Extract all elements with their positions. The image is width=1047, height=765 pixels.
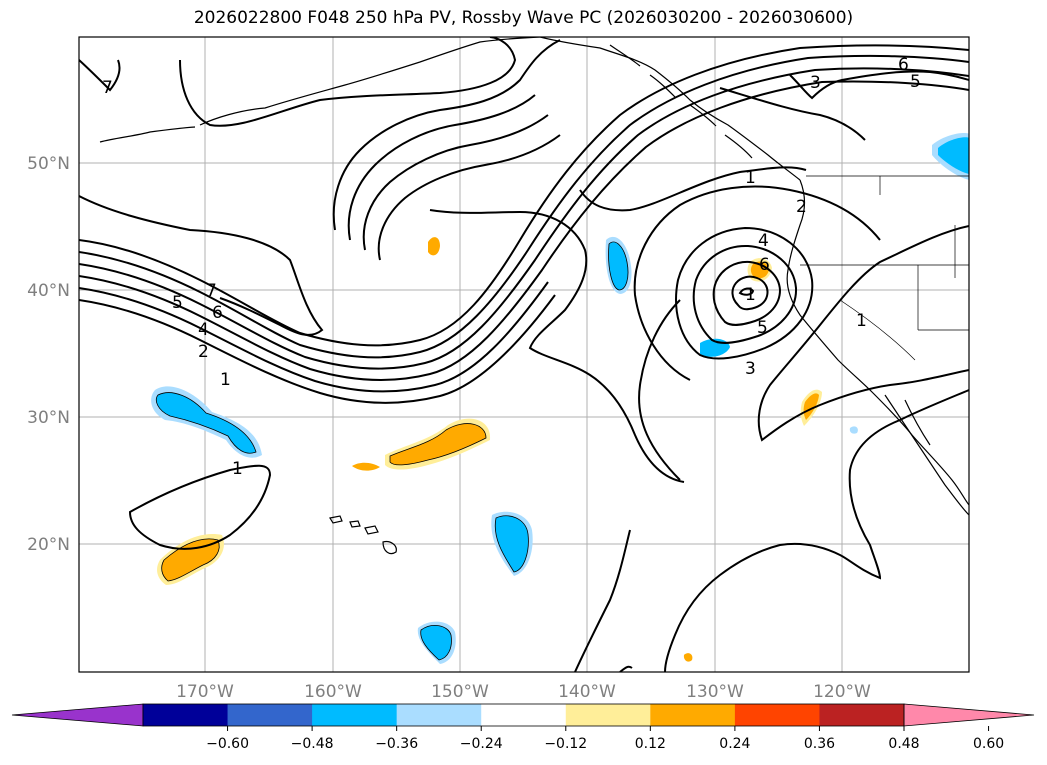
- colorbar-tick-label: −0.48: [291, 736, 334, 752]
- lat-label-50n: 50°N: [27, 154, 70, 174]
- longitude-labels: 170°W 160°W 150°W 140°W 130°W 120°W: [176, 682, 871, 702]
- latitude-labels: 50°N 40°N 30°N 20°N: [27, 154, 70, 555]
- colorbar-segment: [312, 704, 398, 726]
- colorbar-tick-label: 0.12: [635, 736, 666, 752]
- lat-label-40n: 40°N: [27, 281, 70, 301]
- contour-label: 1: [232, 459, 243, 479]
- contour-label: 6: [212, 303, 223, 323]
- lon-label-130w: 130°W: [686, 682, 744, 702]
- pv-contours: [79, 37, 969, 672]
- contour-label: 3: [745, 359, 756, 379]
- colorbar-segment: [650, 704, 736, 726]
- contour-label: 6: [898, 55, 909, 75]
- lon-label-120w: 120°W: [813, 682, 871, 702]
- contour-labels: 7 7 6 5 4 2 1 1 1 2 4 6 1 5 3 3 6 5 1: [102, 55, 921, 479]
- contour-label: 1: [745, 168, 756, 188]
- colorbar-tick-label: 0.24: [719, 736, 750, 752]
- colorbar-extend-high: [903, 703, 1035, 727]
- lon-label-160w: 160°W: [304, 682, 362, 702]
- lon-label-150w: 150°W: [431, 682, 489, 702]
- contour-label: 1: [745, 285, 756, 305]
- colorbar-segment: [819, 704, 905, 726]
- contour-label: 2: [796, 197, 807, 217]
- colorbar-segment: [481, 704, 567, 726]
- colorbar-segment: [396, 704, 482, 726]
- pv-anomaly-outlines: [155, 241, 629, 661]
- colorbar-tick-label: −0.24: [460, 736, 503, 752]
- colorbar-segment: [565, 704, 651, 726]
- colorbar-tick-label: 0.60: [973, 736, 1004, 752]
- contour-label: 6: [759, 255, 770, 275]
- contour-label: 2: [198, 342, 209, 362]
- contour-label: 7: [102, 78, 113, 98]
- colorbar-extend-low: [11, 703, 144, 727]
- map-frame: [78, 36, 970, 673]
- colorbar-tick-label: 0.36: [804, 736, 835, 752]
- gridlines: [79, 37, 969, 672]
- colorbar-segment: [227, 704, 313, 726]
- lat-label-30n: 30°N: [27, 408, 70, 428]
- colorbar: −0.60 −0.48 −0.36 −0.24 −0.12 0.12 0.24 0.36 0.4…: [11, 703, 1035, 752]
- plot-title: 2026022800 F048 250 hPa PV, Rossby Wave …: [193, 8, 854, 28]
- coastlines: [99, 37, 969, 555]
- boundaries: [800, 175, 969, 361]
- lon-label-170w: 170°W: [176, 682, 234, 702]
- colorbar-tick-label: 0.48: [888, 736, 919, 752]
- contour-label: 4: [758, 231, 769, 251]
- contour-label: 1: [220, 370, 231, 390]
- contour-label: 5: [910, 72, 921, 92]
- map-area: 7 7 6 5 4 2 1 1 1 2 4 6 1 5 3 3 6 5 1: [79, 37, 969, 672]
- colorbar-tick-label: −0.12: [544, 736, 587, 752]
- contour-label: 5: [757, 318, 768, 338]
- colorbar-tick-label: −0.60: [206, 736, 249, 752]
- lon-label-140w: 140°W: [558, 682, 616, 702]
- lat-label-20n: 20°N: [27, 535, 70, 555]
- colorbar-segment: [143, 704, 229, 726]
- contour-label: 7: [206, 281, 217, 301]
- contour-label: 3: [810, 73, 821, 93]
- contour-label: 1: [856, 311, 867, 331]
- colorbar-segment: [734, 704, 820, 726]
- colorbar-outline: [142, 703, 905, 727]
- pv-anomaly-shading: [151, 133, 969, 664]
- contour-label: 5: [172, 293, 183, 313]
- colorbar-tick-label: −0.36: [375, 736, 418, 752]
- contour-label: 4: [198, 320, 209, 340]
